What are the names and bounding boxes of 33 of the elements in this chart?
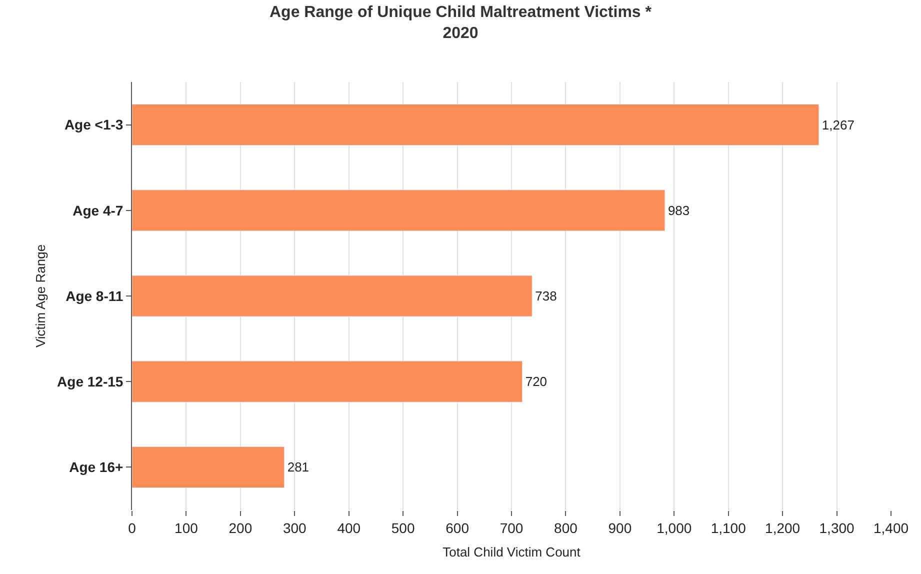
bar (132, 104, 820, 146)
bar (132, 275, 532, 317)
x-tick-label: 700 (500, 520, 524, 536)
y-tick-label: Age 12-15 (57, 374, 124, 390)
x-tick-label: 200 (228, 520, 252, 536)
bar (132, 360, 523, 402)
y-tick-label: Age <1-3 (64, 116, 124, 133)
data-label: 281 (287, 460, 310, 475)
data-label: 983 (668, 202, 690, 218)
x-tick-label: 900 (608, 520, 632, 536)
x-tick-label: 500 (391, 520, 415, 536)
data-label: 1,267 (822, 117, 854, 132)
y-tick-label: Age 8-11 (66, 288, 124, 304)
bar (132, 190, 666, 232)
x-tick-label: 1,000 (656, 520, 692, 536)
data-label: 738 (535, 288, 557, 304)
x-tick-label: 600 (446, 520, 470, 536)
x-tick-label: 1,200 (765, 520, 800, 536)
x-tick-label: 300 (282, 520, 307, 536)
x-tick-label: 100 (174, 520, 198, 536)
y-tick-label: Age 4-7 (72, 202, 124, 218)
x-tick-label: 800 (554, 520, 578, 536)
data-label: 720 (525, 374, 548, 390)
x-tick-label: 400 (337, 520, 361, 536)
x-tick-label: 1,100 (710, 520, 746, 536)
x-tick-label: 1,400 (873, 520, 909, 536)
bar (132, 446, 285, 488)
x-tick-label: 0 (128, 520, 136, 536)
x-axis-title: Total Child Victim Count (442, 544, 581, 560)
y-tick-label: Age 16+ (69, 459, 124, 476)
x-tick-label: 1,300 (819, 520, 855, 536)
chart-title: Age Range of Unique Child Maltreatment Victims * 2020 (270, 4, 652, 42)
y-axis-title: Victim Age Range (32, 244, 48, 348)
